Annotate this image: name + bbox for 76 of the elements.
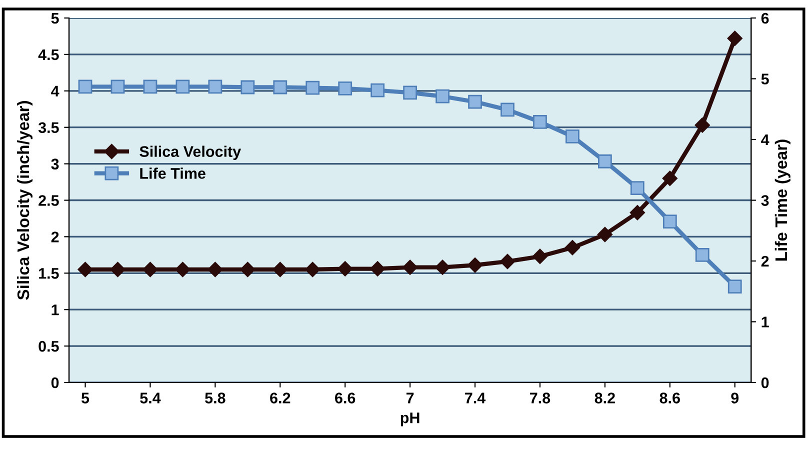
point xyxy=(143,80,158,94)
point xyxy=(694,118,710,133)
point xyxy=(598,154,612,168)
point xyxy=(338,261,353,276)
legend-label: Life Time xyxy=(140,168,206,179)
point xyxy=(662,214,677,228)
y2-axis-title: Life Time (year) xyxy=(774,140,790,261)
y-tick-label: 5 xyxy=(51,13,59,24)
point xyxy=(175,262,190,278)
point xyxy=(500,102,514,117)
point xyxy=(370,83,385,98)
y2-tick-label: 2 xyxy=(761,256,769,267)
y-tick-label: 4.5 xyxy=(38,49,59,60)
point xyxy=(662,170,678,186)
point xyxy=(78,80,92,94)
y2-tick-label: 3 xyxy=(761,195,769,206)
point xyxy=(467,258,483,273)
x-tick-label: 5.8 xyxy=(205,392,226,404)
point xyxy=(728,280,742,294)
x-tick-label: 5 xyxy=(81,392,90,404)
point xyxy=(110,262,126,278)
point xyxy=(273,80,288,94)
point xyxy=(240,262,256,278)
x-tick-label: 5.4 xyxy=(140,392,161,404)
point xyxy=(727,30,742,46)
point xyxy=(564,240,580,256)
point xyxy=(566,130,580,144)
x-tick-label: 8.6 xyxy=(660,392,680,404)
point xyxy=(142,262,158,278)
y2-tick-label: 6 xyxy=(761,12,769,24)
point xyxy=(532,248,548,264)
point xyxy=(630,181,644,196)
y2-tick-label: 0 xyxy=(761,377,769,388)
y-tick-label: 3.5 xyxy=(38,122,59,134)
legend-label: Silica Velocity xyxy=(140,146,242,160)
point xyxy=(434,260,450,275)
point xyxy=(272,262,288,278)
point xyxy=(533,114,547,129)
y-tick-label: 1.5 xyxy=(39,268,59,279)
x-tick-label: 7.8 xyxy=(530,392,550,404)
y2-tick-label: 4 xyxy=(761,134,770,146)
point xyxy=(597,226,613,242)
x-axis-title: pH xyxy=(400,412,420,426)
y2-tick-label: 5 xyxy=(761,74,769,84)
point xyxy=(630,205,645,220)
point xyxy=(370,261,386,276)
point xyxy=(403,86,418,100)
x-tick-label: 8.2 xyxy=(594,392,615,404)
point xyxy=(208,262,223,278)
point xyxy=(402,260,418,275)
x-tick-label: 6.6 xyxy=(335,392,356,404)
x-tick-label: 7 xyxy=(406,392,414,404)
y-axis-title: Silica Velocity (inch/year) xyxy=(16,101,33,300)
point xyxy=(436,89,450,104)
y-tick-label: 1 xyxy=(52,304,59,316)
y-tick-label: 2 xyxy=(51,232,59,242)
x-tick-label: 6.2 xyxy=(270,392,290,404)
point xyxy=(176,80,190,94)
point xyxy=(240,80,255,94)
point xyxy=(468,94,482,109)
point xyxy=(208,80,222,94)
point xyxy=(110,80,125,94)
point xyxy=(500,254,516,270)
point xyxy=(306,80,320,95)
x-tick-label: 9 xyxy=(731,392,739,404)
y-tick-label: 0.5 xyxy=(38,340,59,352)
y-tick-label: 0 xyxy=(51,377,59,388)
point xyxy=(338,82,352,96)
y-tick-label: 3 xyxy=(51,158,59,170)
point xyxy=(305,262,320,278)
point xyxy=(78,262,93,278)
y2-tick-label: 1 xyxy=(762,316,769,328)
y-tick-label: 4 xyxy=(51,86,60,96)
x-tick-label: 7.4 xyxy=(465,392,486,404)
y-tick-label: 2.5 xyxy=(38,195,59,206)
point xyxy=(695,248,710,262)
